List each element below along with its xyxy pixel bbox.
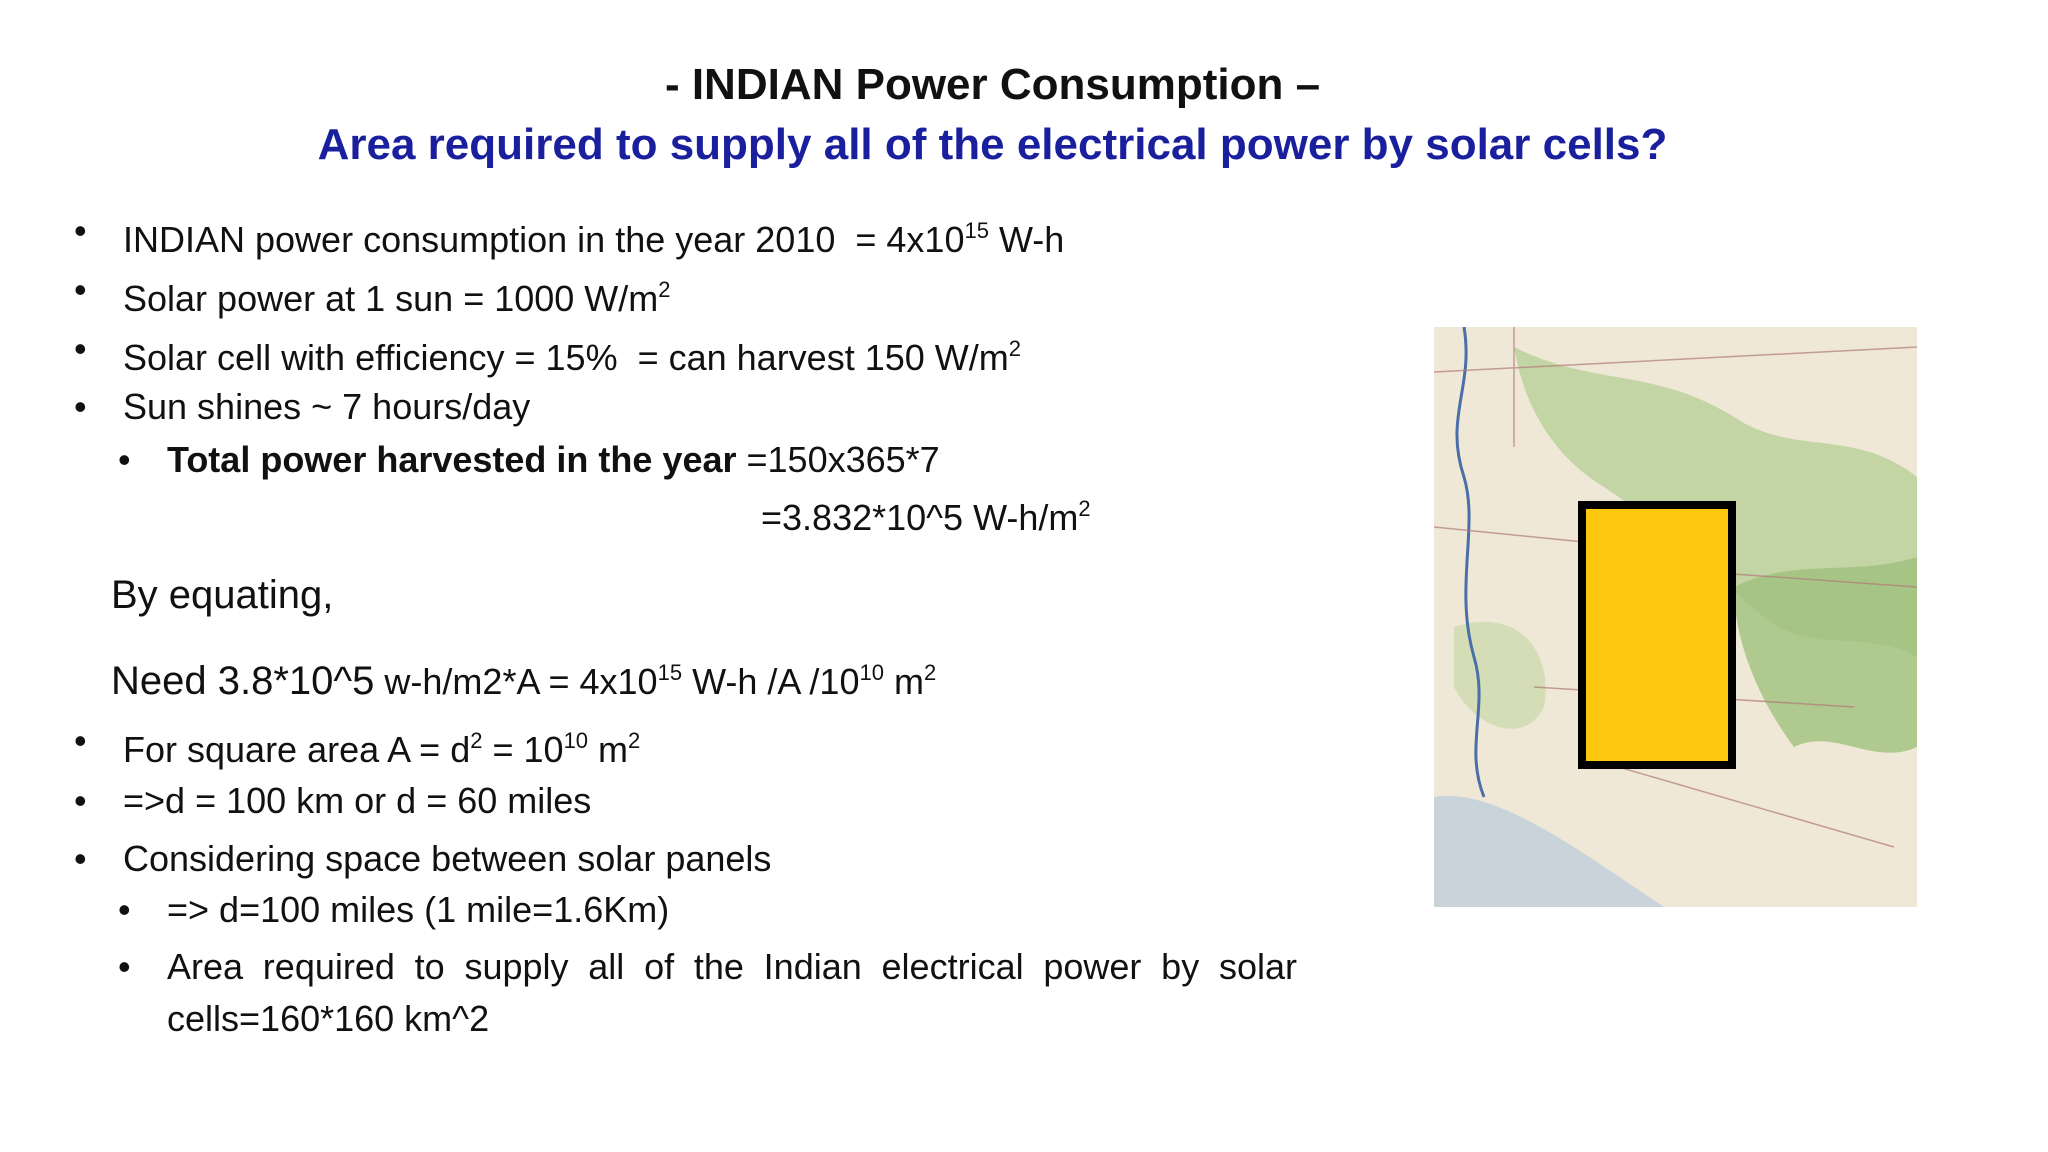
bullet: INDIAN power consumption in the year 201… [74,209,1065,262]
text: Considering space between solar panels [123,838,772,879]
text: m [588,729,629,770]
text: w-h/m2*A = 4x10 [374,661,658,702]
terrain [1454,621,1546,729]
text: By equating, [111,573,334,617]
text: Solar cell with efficiency = 15% = can h… [123,337,1009,378]
sup: 2 [628,728,641,753]
sup: 10 [859,660,884,685]
bullet: Solar power at 1 sun = 1000 W/m2 [74,268,671,321]
slide-subtitle: Area required to supply all of the elect… [317,120,1668,169]
sub-bullet: Area required to supply all of the India… [118,941,1297,1045]
text: Area required to supply all of the India… [167,946,1297,1039]
text: => d=100 miles (1 mile=1.6Km) [167,889,670,930]
text: =3.832*10^5 W-h/m [761,497,1079,538]
slide-title: - INDIAN Power Consumption – [664,60,1321,109]
text: = 10 [482,729,564,770]
continuation: =3.832*10^5 W-h/m2 [761,487,1091,540]
roads [1434,327,1917,848]
text: W-h /A /10 [682,661,860,702]
sup: 15 [964,218,989,243]
text: W-h [988,219,1065,260]
text: For square area A = d [123,729,471,770]
terrain [1734,557,1917,753]
sup: 2 [470,728,483,753]
solar-area [1578,501,1736,769]
map-image [1434,327,1917,907]
paragraph: By equating, [111,573,333,617]
bullet: For square area A = d2 = 1010 m2 [74,719,641,772]
sup: 2 [923,660,937,685]
text: Need 3.8*10^5 [111,659,375,703]
sup: 10 [563,728,589,753]
bullet: Solar cell with efficiency = 15% = can h… [74,327,1021,380]
sea [1434,795,1664,907]
sup: 2 [658,277,671,302]
river [1455,327,1486,798]
bullet: Considering space between solar panels [74,837,772,881]
sup: 15 [657,660,683,685]
text: Sun shines ~ 7 hours/day [123,386,531,427]
sup: 2 [1078,496,1091,521]
text: =>d = 100 km or d = 60 miles [123,780,592,821]
sub-bullet: Total power harvested in the year =150x3… [118,438,940,482]
text: =150x365*7 [736,439,940,480]
paragraph: Need 3.8*10^5 w-h/m2*A = 4x1015 W-h /A /… [111,651,936,704]
sup: 2 [1008,336,1021,361]
sub-bullet: => d=100 miles (1 mile=1.6Km) [118,888,670,932]
bullet: Sun shines ~ 7 hours/day [74,385,531,429]
text: INDIAN power consumption in the year 201… [123,219,965,260]
text: Solar power at 1 sun = 1000 W/m [123,278,659,319]
text: m [883,661,924,702]
text-bold: Total power harvested in the year [167,439,737,480]
bullet: =>d = 100 km or d = 60 miles [74,779,592,823]
